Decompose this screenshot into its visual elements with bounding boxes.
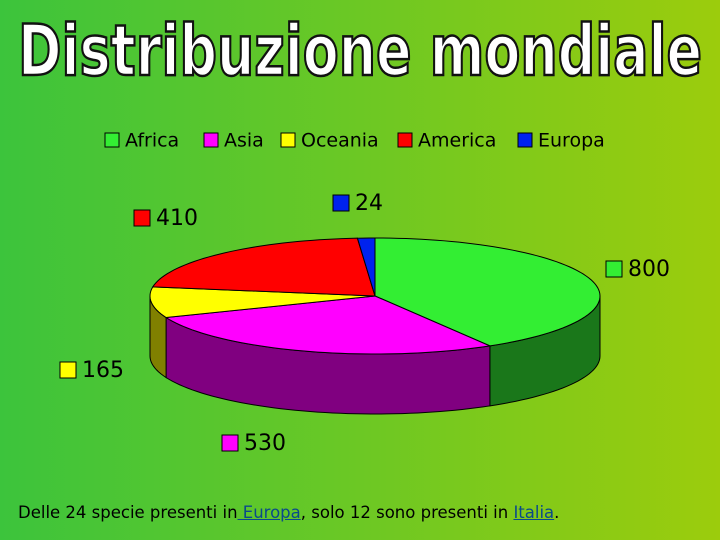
legend-label: Oceania: [301, 130, 379, 152]
data-label: 165: [82, 358, 124, 383]
legend-label: Europa: [538, 130, 605, 152]
slice: [356, 237, 376, 297]
legend-label: Asia: [224, 130, 264, 152]
footnote-text: , solo 12 sono presenti in: [300, 503, 514, 522]
footnote: Delle 24 specie presenti in Europa, solo…: [18, 503, 559, 522]
slice: [149, 286, 376, 319]
data-label: 800: [628, 257, 670, 282]
slice: [164, 295, 492, 355]
label-swatch: [605, 260, 623, 278]
label-swatch: [221, 434, 239, 452]
chart: Distribuzione mondiale Africa Asia Oceania…: [17, 9, 704, 456]
footnote-text: .: [554, 503, 560, 522]
legend-swatch: [104, 132, 120, 148]
label-swatch: [59, 361, 77, 379]
data-label: 410: [156, 206, 198, 231]
data-label: 530: [244, 431, 286, 456]
footnote-text: Delle 24 specie presenti in: [18, 503, 238, 522]
label-swatch: [133, 209, 151, 227]
legend-swatch: [517, 132, 533, 148]
label-swatch: [332, 194, 350, 212]
legend-swatch: [280, 132, 296, 148]
legend-label: America: [418, 130, 496, 152]
link[interactable]: Europa: [237, 503, 301, 522]
legend-swatch: [397, 132, 413, 148]
legend-label: Africa: [125, 130, 179, 152]
legend-swatch: [203, 132, 219, 148]
link[interactable]: Italia: [513, 503, 555, 522]
slice: [374, 237, 601, 347]
slice: [151, 237, 376, 297]
data-label: 24: [355, 191, 383, 216]
chart-title: Distribuzione mondiale: [18, 10, 702, 92]
